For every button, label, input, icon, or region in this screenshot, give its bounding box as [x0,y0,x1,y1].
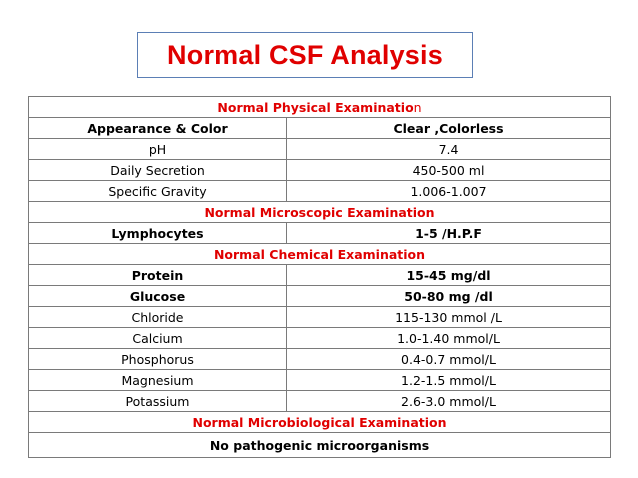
title-box: Normal CSF Analysis [137,32,473,78]
value-cell: 1-5 /H.P.F [285,222,612,244]
value-cell: 50-80 mg /dl [285,285,612,307]
section-row-microscopic: Normal Microscopic Examination [27,201,612,223]
section-heading-chemical: Normal Chemical Examination [27,243,612,265]
value-cell: 7.4 [285,138,612,160]
param-cell: Specific Gravity [28,180,287,202]
param-cell: Appearance & Color [28,117,287,139]
section-heading-physical: Normal Physical Examination [27,96,612,118]
section-heading-microbiological: Normal Microbiological Examination [27,411,612,433]
param-cell: Magnesium [28,369,287,391]
section-heading-physical-main: Normal Physical Examinatio [217,99,414,115]
value-cell: 450-500 ml [285,159,612,181]
microbiological-result: No pathogenic microorganisms [27,432,612,458]
table-row: Calcium 1.0-1.40 mmol/L [28,327,612,349]
param-cell: pH [28,138,287,160]
table-row: Magnesium 1.2-1.5 mmol/L [28,369,612,391]
param-cell: Calcium [28,327,287,349]
table-row: pH 7.4 [28,138,612,160]
table-row: Lymphocytes 1-5 /H.P.F [28,222,612,244]
param-cell: Lymphocytes [28,222,287,244]
value-cell: 15-45 mg/dl [285,264,612,286]
value-cell: 115-130 mmol /L [285,306,612,328]
table-row: Potassium 2.6-3.0 mmol/L [28,390,612,412]
value-cell: Clear ,Colorless [285,117,612,139]
param-cell: Daily Secretion [28,159,287,181]
value-cell: 0.4-0.7 mmol/L [285,348,612,370]
value-cell: 1.006-1.007 [285,180,612,202]
param-cell: Glucose [28,285,287,307]
value-cell: 1.2-1.5 mmol/L [285,369,612,391]
param-cell: Chloride [28,306,287,328]
table-row: Specific Gravity 1.006-1.007 [28,180,612,202]
table-row: Protein 15-45 mg/dl [28,264,612,286]
param-cell: Phosphorus [28,348,287,370]
page-title: Normal CSF Analysis [167,39,443,70]
section-heading-physical-tail: n [413,99,422,115]
table-row: Appearance & Color Clear ,Colorless [28,117,612,139]
value-cell: 2.6-3.0 mmol/L [285,390,612,412]
param-cell: Potassium [28,390,287,412]
section-row-chemical: Normal Chemical Examination [27,243,612,265]
section-heading-microscopic: Normal Microscopic Examination [27,201,612,223]
value-cell: 1.0-1.40 mmol/L [285,327,612,349]
param-cell: Protein [28,264,287,286]
table-row: Glucose 50-80 mg /dl [28,285,612,307]
table-row: Daily Secretion 450-500 ml [28,159,612,181]
section-row-physical: Normal Physical Examination [27,96,612,118]
section-row-microbiological: Normal Microbiological Examination [27,411,612,433]
table-row: No pathogenic microorganisms [27,432,612,458]
table-row: Phosphorus 0.4-0.7 mmol/L [28,348,612,370]
csf-table: Normal Physical Examination Appearance &… [27,96,612,458]
table-row: Chloride 115-130 mmol /L [28,306,612,328]
